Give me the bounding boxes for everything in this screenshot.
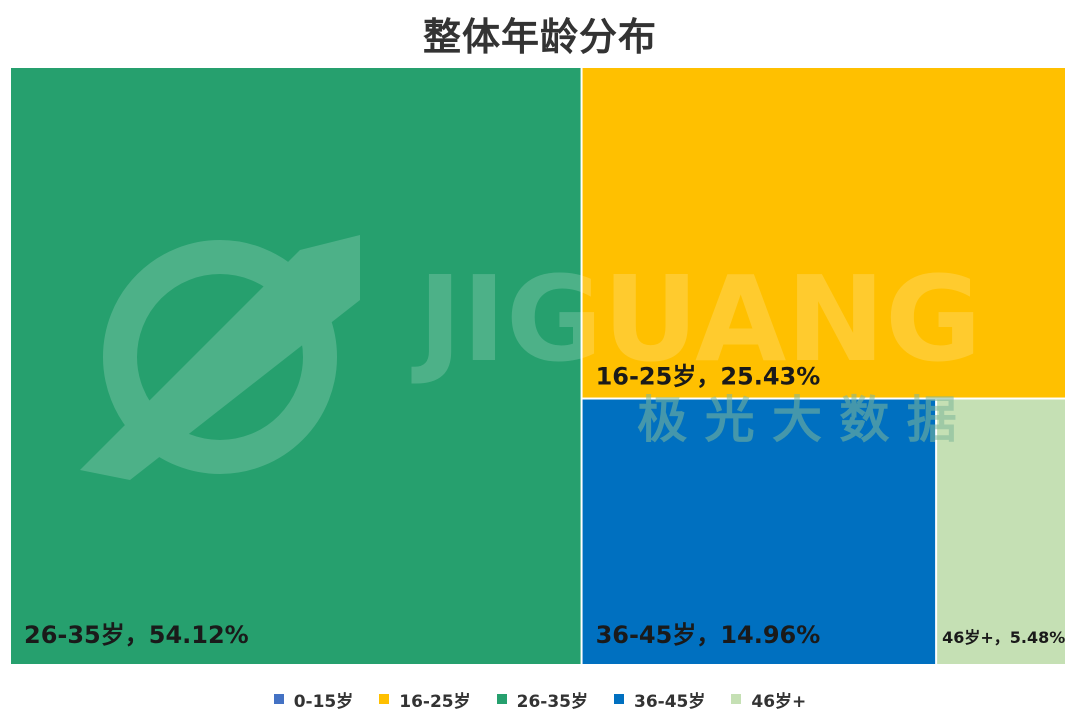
legend-swatch xyxy=(273,694,284,704)
watermark-subtitle: 极 光 大 数 据 xyxy=(637,391,957,449)
legend-label: 26-35岁 xyxy=(516,691,588,712)
legend-label: 0-15岁 xyxy=(293,691,354,712)
legend-item-36-45[interactable]: 36-45岁 xyxy=(614,687,705,712)
tile-36-45[interactable] xyxy=(582,399,936,664)
legend-item-16-25[interactable]: 16-25岁 xyxy=(379,687,471,712)
legend-swatch xyxy=(731,694,742,704)
chart-legend: 0-15岁 16-25岁 26-35岁 36-45岁 46岁+ xyxy=(0,684,1080,714)
legend-label: 16-25岁 xyxy=(399,691,471,712)
legend-item-0-15[interactable]: 0-15岁 xyxy=(273,687,354,712)
data-label: 16-25岁，25.43% xyxy=(596,363,821,391)
watermark-brand: JIGUANG xyxy=(411,250,982,388)
legend-swatch xyxy=(379,694,390,704)
legend-label: 46岁+ xyxy=(751,691,807,712)
legend-swatch xyxy=(496,694,507,704)
tile-16-25[interactable] xyxy=(582,68,1065,398)
data-label: 36-45岁，14.96% xyxy=(596,621,821,649)
legend-label: 36-45岁 xyxy=(634,691,706,712)
legend-swatch xyxy=(614,694,624,704)
watermark-logo xyxy=(80,235,360,480)
tile-26-35[interactable] xyxy=(11,68,581,664)
tile-46-plus[interactable] xyxy=(937,399,1065,664)
chart-title: 整体年龄分布 xyxy=(422,15,657,59)
legend-item-26-35[interactable]: 26-35岁 xyxy=(496,687,588,712)
data-label: 46岁+，5.48% xyxy=(942,628,1065,647)
data-label: 26-35岁，54.12% xyxy=(24,621,249,649)
legend-item-46-plus[interactable]: 46岁+ xyxy=(731,687,806,712)
